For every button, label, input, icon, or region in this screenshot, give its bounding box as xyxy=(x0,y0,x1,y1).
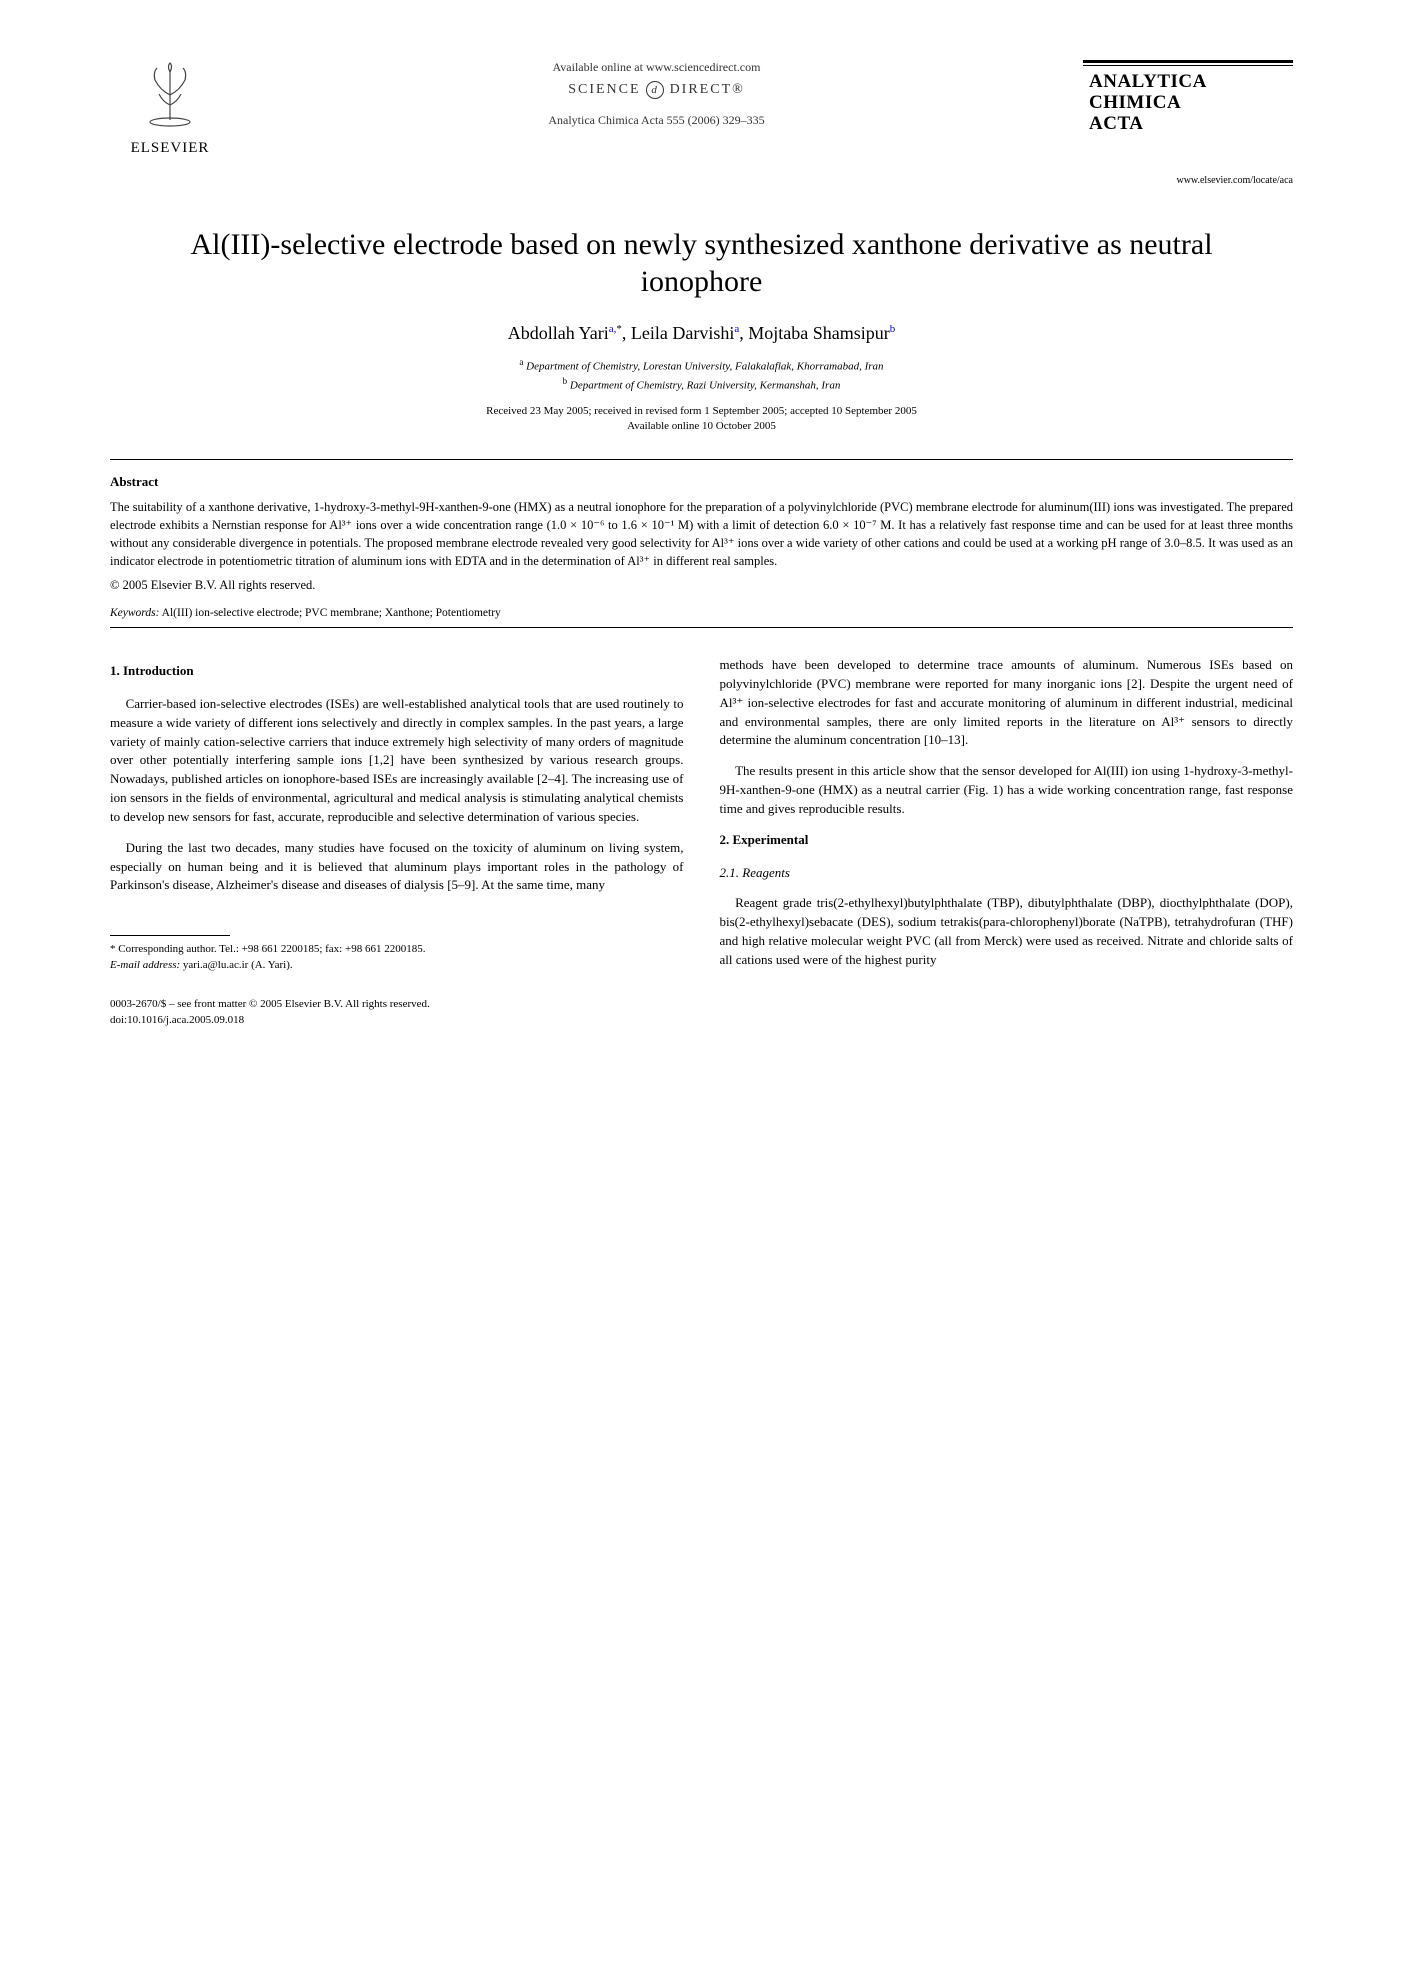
reagents-paragraph-1: Reagent grade tris(2-ethylhexyl)butylpht… xyxy=(720,894,1294,969)
affiliation-a-text: Department of Chemistry, Lorestan Univer… xyxy=(526,360,883,372)
divider-bottom xyxy=(110,627,1293,628)
center-header: Available online at www.sciencedirect.co… xyxy=(230,60,1083,128)
doi-line: doi:10.1016/j.aca.2005.09.018 xyxy=(110,1013,684,1028)
journal-name-line2: CHIMICA xyxy=(1083,93,1293,114)
author-2-name: Leila Darvishi xyxy=(631,323,734,343)
intro-paragraph-3: methods have been developed to determine… xyxy=(720,656,1294,750)
affiliations: a Department of Chemistry, Lorestan Univ… xyxy=(110,356,1293,394)
footnote-corr: * Corresponding author. Tel.: +98 661 22… xyxy=(110,942,684,957)
author-1-corr-star: * xyxy=(616,323,622,335)
abstract-heading: Abstract xyxy=(110,474,1293,490)
footnote-rule xyxy=(110,935,230,936)
footnote-email-label: E-mail address: xyxy=(110,959,180,971)
affiliation-b-text: Department of Chemistry, Razi University… xyxy=(570,379,840,391)
intro-paragraph-1: Carrier-based ion-selective electrodes (… xyxy=(110,695,684,827)
received-date: Received 23 May 2005; received in revise… xyxy=(110,404,1293,419)
left-column: 1. Introduction Carrier-based ion-select… xyxy=(110,656,684,1028)
footnote-email-value: yari.a@lu.ac.ir (A. Yari). xyxy=(183,959,293,971)
journal-name-line1: ANALYTICA xyxy=(1083,72,1293,93)
divider-top xyxy=(110,459,1293,460)
affiliation-b: b Department of Chemistry, Razi Universi… xyxy=(110,375,1293,394)
keywords-label: Keywords: xyxy=(110,607,159,619)
journal-box: ANALYTICA CHIMICA ACTA www.elsevier.com/… xyxy=(1083,60,1293,186)
section-intro-heading: 1. Introduction xyxy=(110,662,684,681)
sd-orb-icon: d xyxy=(646,81,664,99)
intro-paragraph-2: During the last two decades, many studie… xyxy=(110,839,684,896)
keywords-line: Keywords: Al(III) ion-selective electrod… xyxy=(110,607,1293,619)
publisher-name: ELSEVIER xyxy=(110,140,230,157)
journal-url: www.elsevier.com/locate/aca xyxy=(1083,175,1293,186)
body-columns: 1. Introduction Carrier-based ion-select… xyxy=(110,656,1293,1028)
author-3-name: Mojtaba Shamsipur xyxy=(748,323,890,343)
article-title: Al(III)-selective electrode based on new… xyxy=(170,226,1233,301)
corresponding-footnote: * Corresponding author. Tel.: +98 661 22… xyxy=(110,942,684,973)
keywords-text: Al(III) ion-selective electrode; PVC mem… xyxy=(162,607,501,619)
sd-label-1: SCIENCE xyxy=(568,82,640,97)
sd-label-2: DIRECT® xyxy=(670,82,745,97)
journal-rule-thick xyxy=(1083,60,1293,63)
journal-rule-thin xyxy=(1083,65,1293,66)
abstract-body: The suitability of a xanthone derivative… xyxy=(110,498,1293,571)
section-experimental-heading: 2. Experimental xyxy=(720,831,1294,850)
journal-name-line3: ACTA xyxy=(1083,114,1293,135)
intro-paragraph-4: The results present in this article show… xyxy=(720,762,1294,819)
doi-block: 0003-2670/$ – see front matter © 2005 El… xyxy=(110,997,684,1028)
author-2-aff: a xyxy=(734,323,739,335)
article-dates: Received 23 May 2005; received in revise… xyxy=(110,404,1293,435)
online-date: Available online 10 October 2005 xyxy=(110,419,1293,434)
available-online-text: Available online at www.sciencedirect.co… xyxy=(230,60,1083,75)
elsevier-tree-icon xyxy=(110,60,230,138)
publisher-logo: ELSEVIER xyxy=(110,60,230,157)
footnote-email: E-mail address: yari.a@lu.ac.ir (A. Yari… xyxy=(110,958,684,973)
front-matter-line: 0003-2670/$ – see front matter © 2005 El… xyxy=(110,997,684,1012)
author-1-name: Abdollah Yari xyxy=(508,323,609,343)
author-3-aff: b xyxy=(890,323,896,335)
subsection-reagents-heading: 2.1. Reagents xyxy=(720,864,1294,883)
article-citation: Analytica Chimica Acta 555 (2006) 329–33… xyxy=(230,113,1083,128)
abstract-copyright: © 2005 Elsevier B.V. All rights reserved… xyxy=(110,578,1293,593)
right-column: methods have been developed to determine… xyxy=(720,656,1294,1028)
page-header: ELSEVIER Available online at www.science… xyxy=(110,60,1293,186)
sciencedirect-logo: SCIENCE d DIRECT® xyxy=(230,81,1083,99)
authors-line: Abdollah Yaria,*, Leila Darvishia, Mojta… xyxy=(110,323,1293,344)
footnote-corr-text: Corresponding author. Tel.: +98 661 2200… xyxy=(118,943,425,955)
affiliation-a: a Department of Chemistry, Lorestan Univ… xyxy=(110,356,1293,375)
